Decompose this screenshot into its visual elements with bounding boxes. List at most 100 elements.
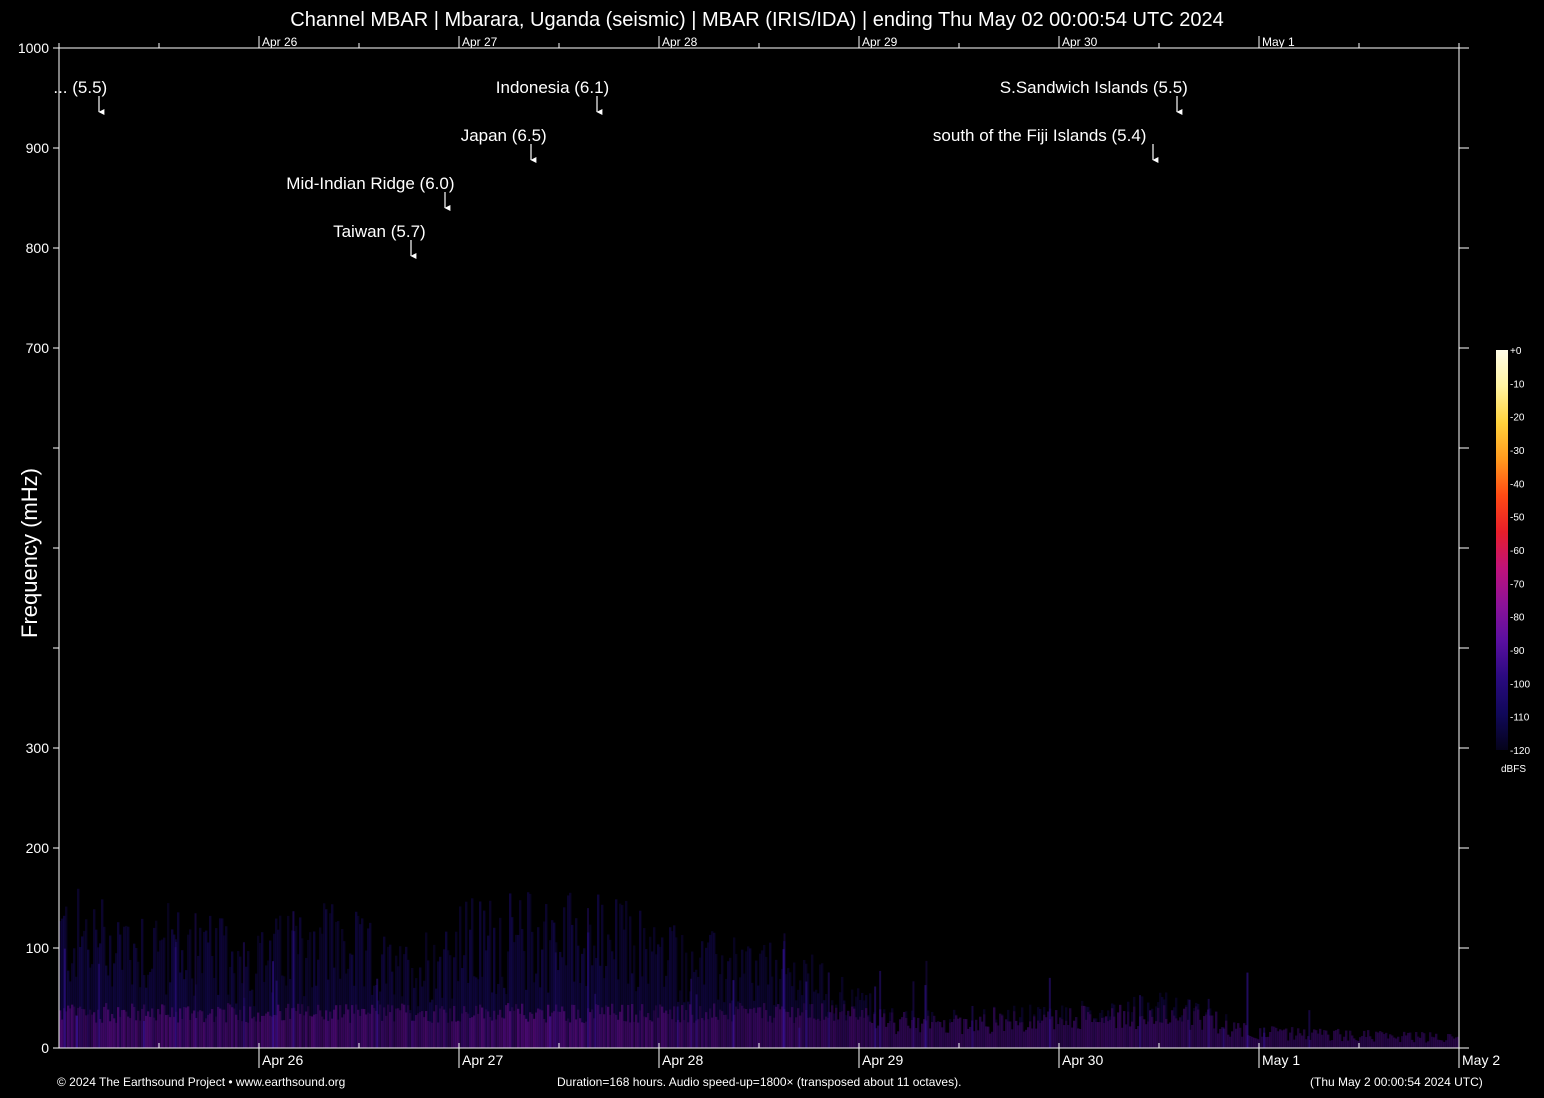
spectrogram-column: [349, 953, 352, 1048]
spectrogram-column: [87, 949, 90, 1048]
spectrogram-column: [677, 1001, 680, 1048]
spectrogram-column-low: [133, 1006, 136, 1048]
spectrogram-column-low: [1209, 1015, 1212, 1048]
spectrogram-column: [1089, 1010, 1092, 1048]
spectrogram-column: [537, 927, 540, 1048]
spectrogram-column-low: [385, 1015, 388, 1048]
spectrogram-column: [1147, 1002, 1150, 1048]
spectrogram-column-low: [1425, 1042, 1428, 1048]
spectrogram-column-low: [745, 1008, 748, 1048]
spectrogram-column: [245, 966, 248, 1048]
spectrogram-column-low: [1411, 1039, 1414, 1048]
spectrogram-column-low: [113, 1018, 116, 1048]
spectrogram-column: [223, 935, 226, 1048]
spectrogram-column: [303, 996, 306, 1048]
spectrogram-column-low: [677, 1019, 680, 1048]
spectrogram-column: [91, 964, 94, 1048]
spectrogram-column: [997, 1025, 1000, 1048]
spectrogram-column: [889, 1012, 892, 1048]
spectrogram-column-low: [411, 1020, 414, 1048]
spectrogram-column-low: [205, 1018, 208, 1048]
spectrogram-column-low: [123, 1009, 126, 1048]
spectrogram-column-low: [1245, 1025, 1248, 1048]
spectrogram-column: [1361, 1035, 1364, 1048]
spectrogram-column-low: [281, 1020, 284, 1048]
spectrogram-column-low: [633, 1021, 636, 1048]
spectrogram-column-low: [1357, 1040, 1360, 1048]
spectrogram-column: [233, 973, 236, 1048]
spectrogram-column-low: [221, 1009, 224, 1048]
spectrogram-column: [161, 939, 164, 1048]
spectrogram-column-low: [1391, 1035, 1394, 1048]
spectrogram-column: [1439, 1040, 1442, 1048]
spectrogram-column-low: [727, 1019, 730, 1048]
spectrogram-column-low: [741, 1005, 744, 1048]
spectrogram-column-low: [121, 1010, 124, 1048]
spectrogram-column: [515, 934, 518, 1048]
spectrogram-column-low: [1211, 1015, 1214, 1048]
spectrogram-column: [363, 986, 366, 1048]
spectrogram-column-low: [77, 1007, 80, 1048]
spectrogram-column: [991, 1031, 994, 1048]
spectrogram-column-low: [521, 1003, 524, 1048]
spectrogram-column-low: [1011, 1029, 1014, 1048]
spectrogram-column-low: [459, 1021, 462, 1048]
spectrogram-column-low: [127, 1016, 130, 1048]
spectrogram-column: [367, 928, 370, 1048]
spectrogram-column: [881, 1017, 884, 1048]
spectrogram-column-low: [767, 1021, 770, 1048]
spectrogram-column-low: [225, 1022, 228, 1048]
spectrogram-column-low: [1323, 1030, 1326, 1048]
spectrogram-column: [499, 917, 502, 1048]
spectrogram-column-low: [1149, 1010, 1152, 1048]
spectrogram-column: [843, 1000, 846, 1048]
spectrogram-column-low: [195, 1017, 198, 1048]
spectrogram-column-low: [1145, 1024, 1148, 1048]
spectrogram-streak: [174, 939, 177, 1048]
spectrogram-column: [131, 984, 134, 1048]
spectrogram-column: [1205, 1012, 1208, 1048]
spectrogram-column-low: [963, 1018, 966, 1048]
spectrogram-column-low: [557, 1011, 560, 1048]
spectrogram-column-low: [1081, 1005, 1084, 1048]
spectrogram-column: [1455, 1037, 1458, 1048]
spectrogram-column: [1355, 1040, 1358, 1048]
spectrogram-column: [399, 946, 402, 1048]
spectrogram-column: [355, 911, 358, 1048]
spectrogram-column: [909, 1028, 912, 1048]
spectrogram-column: [117, 922, 120, 1048]
x-tick-label: May 2: [1462, 1052, 1500, 1068]
spectrogram-column: [351, 954, 354, 1048]
spectrogram-column: [263, 981, 266, 1048]
spectrogram-streak: [376, 978, 379, 1048]
spectrogram-column-low: [67, 1005, 70, 1048]
spectrogram-column: [267, 960, 270, 1048]
spectrogram-column-low: [363, 1008, 366, 1048]
spectrogram-column-low: [99, 1018, 102, 1048]
spectrogram-column-low: [1065, 1020, 1068, 1048]
spectrogram-column-low: [199, 1010, 202, 1048]
spectrogram-streak: [690, 978, 693, 1048]
spectrogram-column-low: [1455, 1037, 1458, 1048]
spectrogram-column: [805, 963, 808, 1048]
spectrogram-column: [1129, 1026, 1132, 1048]
spectrogram-column-low: [1457, 1036, 1460, 1048]
spectrogram-column: [1425, 1042, 1428, 1048]
spectrogram-column: [1093, 1018, 1096, 1048]
spectrogram-column-low: [799, 1015, 802, 1048]
spectrogram-column: [225, 926, 228, 1048]
spectrogram-column-low: [1039, 1022, 1042, 1048]
spectrogram-column-low: [397, 1008, 400, 1048]
spectrogram-column-low: [1163, 1005, 1166, 1048]
spectrogram-column: [1053, 1029, 1056, 1048]
spectrogram-column: [1103, 1017, 1106, 1048]
spectrogram-column-low: [1091, 1022, 1094, 1048]
spectrogram-column: [771, 976, 774, 1048]
spectrogram-column-low: [129, 1018, 132, 1048]
spectrogram-column-low: [1301, 1035, 1304, 1048]
spectrogram-column-low: [763, 1003, 766, 1048]
spectrogram-column: [73, 948, 76, 1048]
spectrogram-column: [493, 927, 496, 1048]
spectrogram-column-low: [357, 1009, 360, 1048]
spectrogram-column: [815, 989, 818, 1048]
